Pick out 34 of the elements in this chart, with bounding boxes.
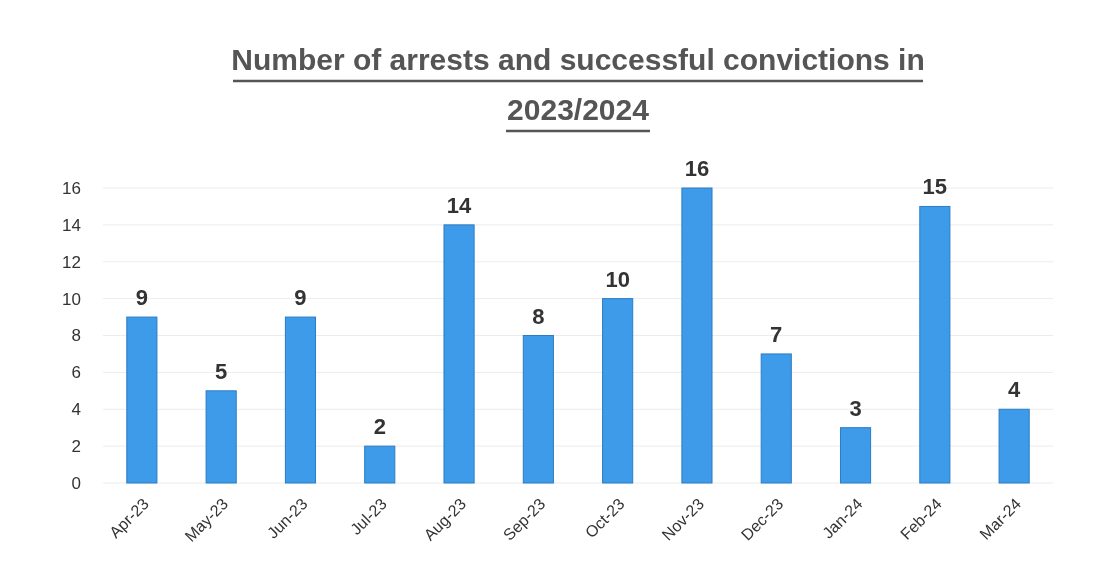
- bar: [364, 445, 396, 484]
- data-label: 5: [215, 358, 228, 384]
- bar: [839, 427, 872, 484]
- y-tick-label: 4: [71, 400, 81, 420]
- y-tick-label: 12: [62, 252, 81, 272]
- data-label: 9: [294, 285, 307, 311]
- data-label: 15: [922, 174, 948, 200]
- data-label: 10: [605, 266, 630, 292]
- bar: [443, 224, 475, 484]
- y-tick-label: 2: [71, 437, 81, 457]
- y-tick-label: 16: [62, 178, 81, 198]
- data-label: 9: [135, 285, 148, 311]
- bar: [205, 390, 237, 484]
- y-tick-label: 6: [71, 363, 81, 383]
- data-label: 16: [684, 156, 710, 181]
- data-label: 14: [446, 192, 473, 218]
- y-tick-label: 8: [71, 326, 81, 346]
- y-tick-label: 0: [71, 473, 81, 493]
- data-label: 4: [1008, 377, 1022, 403]
- chart-title: Number of arrests and successful convictions in 2023/2024: [231, 43, 925, 126]
- bar: [602, 298, 634, 484]
- y-tick-label: 10: [62, 289, 81, 309]
- bar: [284, 316, 317, 484]
- bar: [998, 408, 1030, 484]
- y-tick-label: 14: [62, 215, 81, 235]
- bar: [681, 187, 713, 484]
- data-label: 3: [849, 395, 862, 421]
- bar: [126, 316, 158, 484]
- data-label: 8: [532, 303, 545, 329]
- data-label: 7: [770, 321, 783, 347]
- bar: [522, 335, 554, 484]
- bar: [760, 353, 792, 484]
- data-label: 2: [373, 414, 386, 440]
- bar: [919, 205, 951, 484]
